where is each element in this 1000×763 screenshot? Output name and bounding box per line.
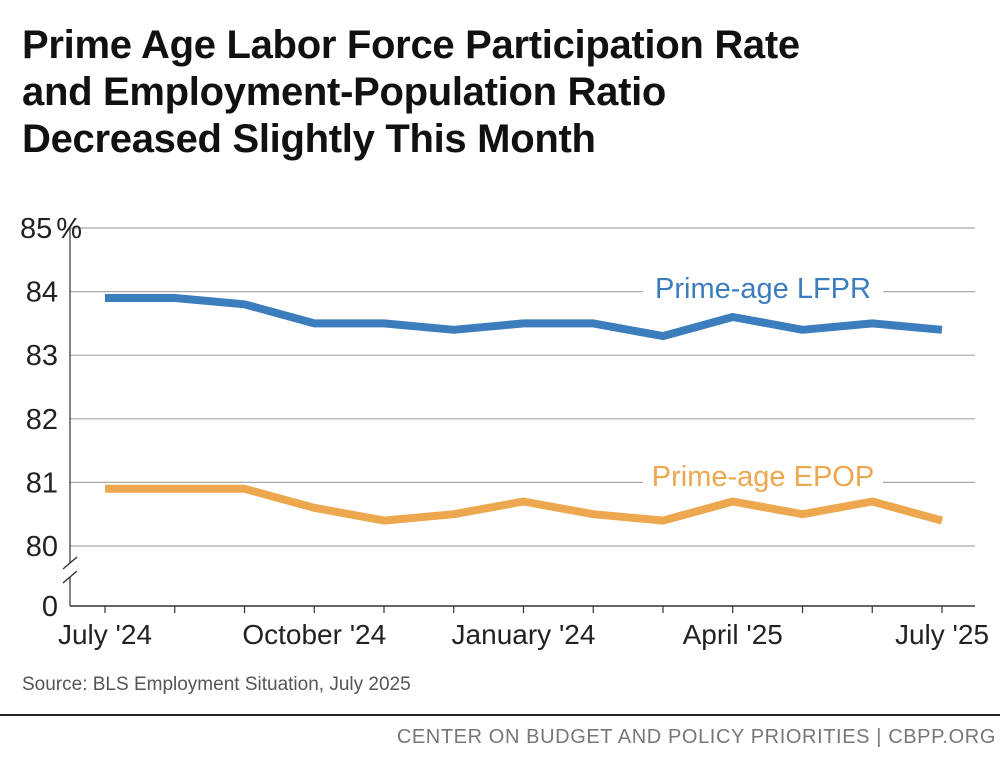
title-line-2: and Employment-Population Ratio	[22, 70, 667, 114]
y-tick-label: 84	[26, 277, 58, 309]
y-tick-label: 83	[26, 340, 58, 372]
footer-divider	[0, 714, 1000, 716]
source-note: Source: BLS Employment Situation, July 2…	[22, 674, 411, 695]
series-label-background	[643, 267, 883, 307]
x-tick-label: July '25	[895, 619, 989, 650]
series-line-lfpr	[105, 294, 943, 341]
footer-credit: CENTER ON BUDGET AND POLICY PRIORITIES |…	[396, 726, 996, 748]
axis-break-mark-1	[62, 556, 78, 570]
y-tick-label: 82	[26, 404, 58, 436]
y-tick-label: 81	[26, 467, 58, 499]
title-line-3: Decreased Slightly This Month	[22, 117, 596, 161]
series-line-epop	[105, 484, 944, 525]
chart-title: Prime Age Labor Force Participation Rate…	[22, 22, 982, 163]
axis-break-mark-2	[62, 570, 78, 584]
series-label: Prime-age EPOP	[652, 461, 874, 493]
x-tick-label: July '24	[58, 619, 152, 650]
title-line-1: Prime Age Labor Force Participation Rate	[22, 23, 800, 67]
series-label-background	[643, 455, 883, 495]
x-tick-label: April '25	[683, 619, 783, 650]
series-label: Prime-age LFPR	[655, 273, 871, 305]
x-tick-label: October '24	[242, 619, 386, 650]
y-tick-label-zero: 0	[42, 591, 58, 623]
y-tick-label: 80	[26, 531, 58, 563]
x-tick-label: January '24	[452, 619, 596, 650]
y-tick-label-top: 85%	[20, 213, 82, 245]
